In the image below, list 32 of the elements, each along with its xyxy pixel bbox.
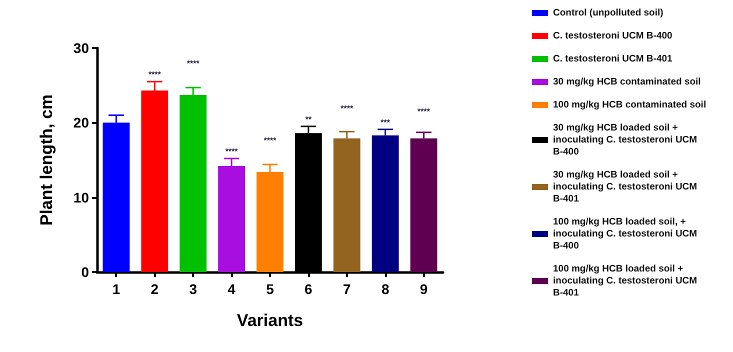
- legend-label: 100 mg/kg HCB contaminated soil: [553, 100, 706, 110]
- y-tick-label: 30: [73, 40, 90, 56]
- x-tick-label: 6: [304, 281, 313, 297]
- annotation: ***: [380, 118, 391, 127]
- legend-label: 30 mg/kg HCB loaded soil + inoculating C. testosteroni UCM B-401: [553, 170, 700, 204]
- legend-label: C. testosteroni UCM B-400: [553, 30, 672, 42]
- legend-label: C. testosteroni UCM B-401: [553, 54, 674, 64]
- legend-label: 100 mg/kg HCB loaded soil + inoculating C. testosteroni UCM B-401: [553, 264, 700, 298]
- legend-label: 100 mg/kg HCB loaded soil, + inoculating C. testosteroni UCM B-400: [553, 216, 700, 252]
- x-tick-label: 1: [112, 281, 120, 297]
- y-tick-label: 10: [73, 189, 90, 206]
- x-tick-label: 8: [381, 281, 390, 297]
- y-tick-label: 20: [73, 114, 90, 131]
- x-tick-label: 7: [342, 281, 351, 297]
- annotation: ****: [148, 70, 162, 80]
- annotation: ****: [340, 104, 354, 113]
- annotation: **: [305, 114, 312, 124]
- x-tick-label: 3: [189, 281, 198, 297]
- x-axis-title: Variants: [236, 311, 304, 330]
- legend-label: 30 mg/kg HCB contaminated soil: [553, 76, 701, 88]
- annotation: ****: [186, 59, 200, 68]
- x-tick-label: 4: [228, 281, 236, 297]
- legend-label: Control (unpolluted soil): [553, 8, 664, 18]
- annotation: ****: [264, 136, 278, 146]
- annotation: ****: [225, 147, 239, 156]
- x-tick-label: 2: [150, 281, 159, 297]
- annotation: ****: [418, 106, 431, 116]
- legend-label: 30 mg/kg HCB loaded soil + inoculating C. testosteroni UCM B-400: [553, 122, 700, 158]
- y-tick-label: 0: [81, 264, 90, 280]
- x-tick-label: 5: [266, 281, 274, 297]
- x-tick-label: 9: [420, 281, 428, 297]
- y-axis-title: Plant length, cm: [37, 94, 56, 226]
